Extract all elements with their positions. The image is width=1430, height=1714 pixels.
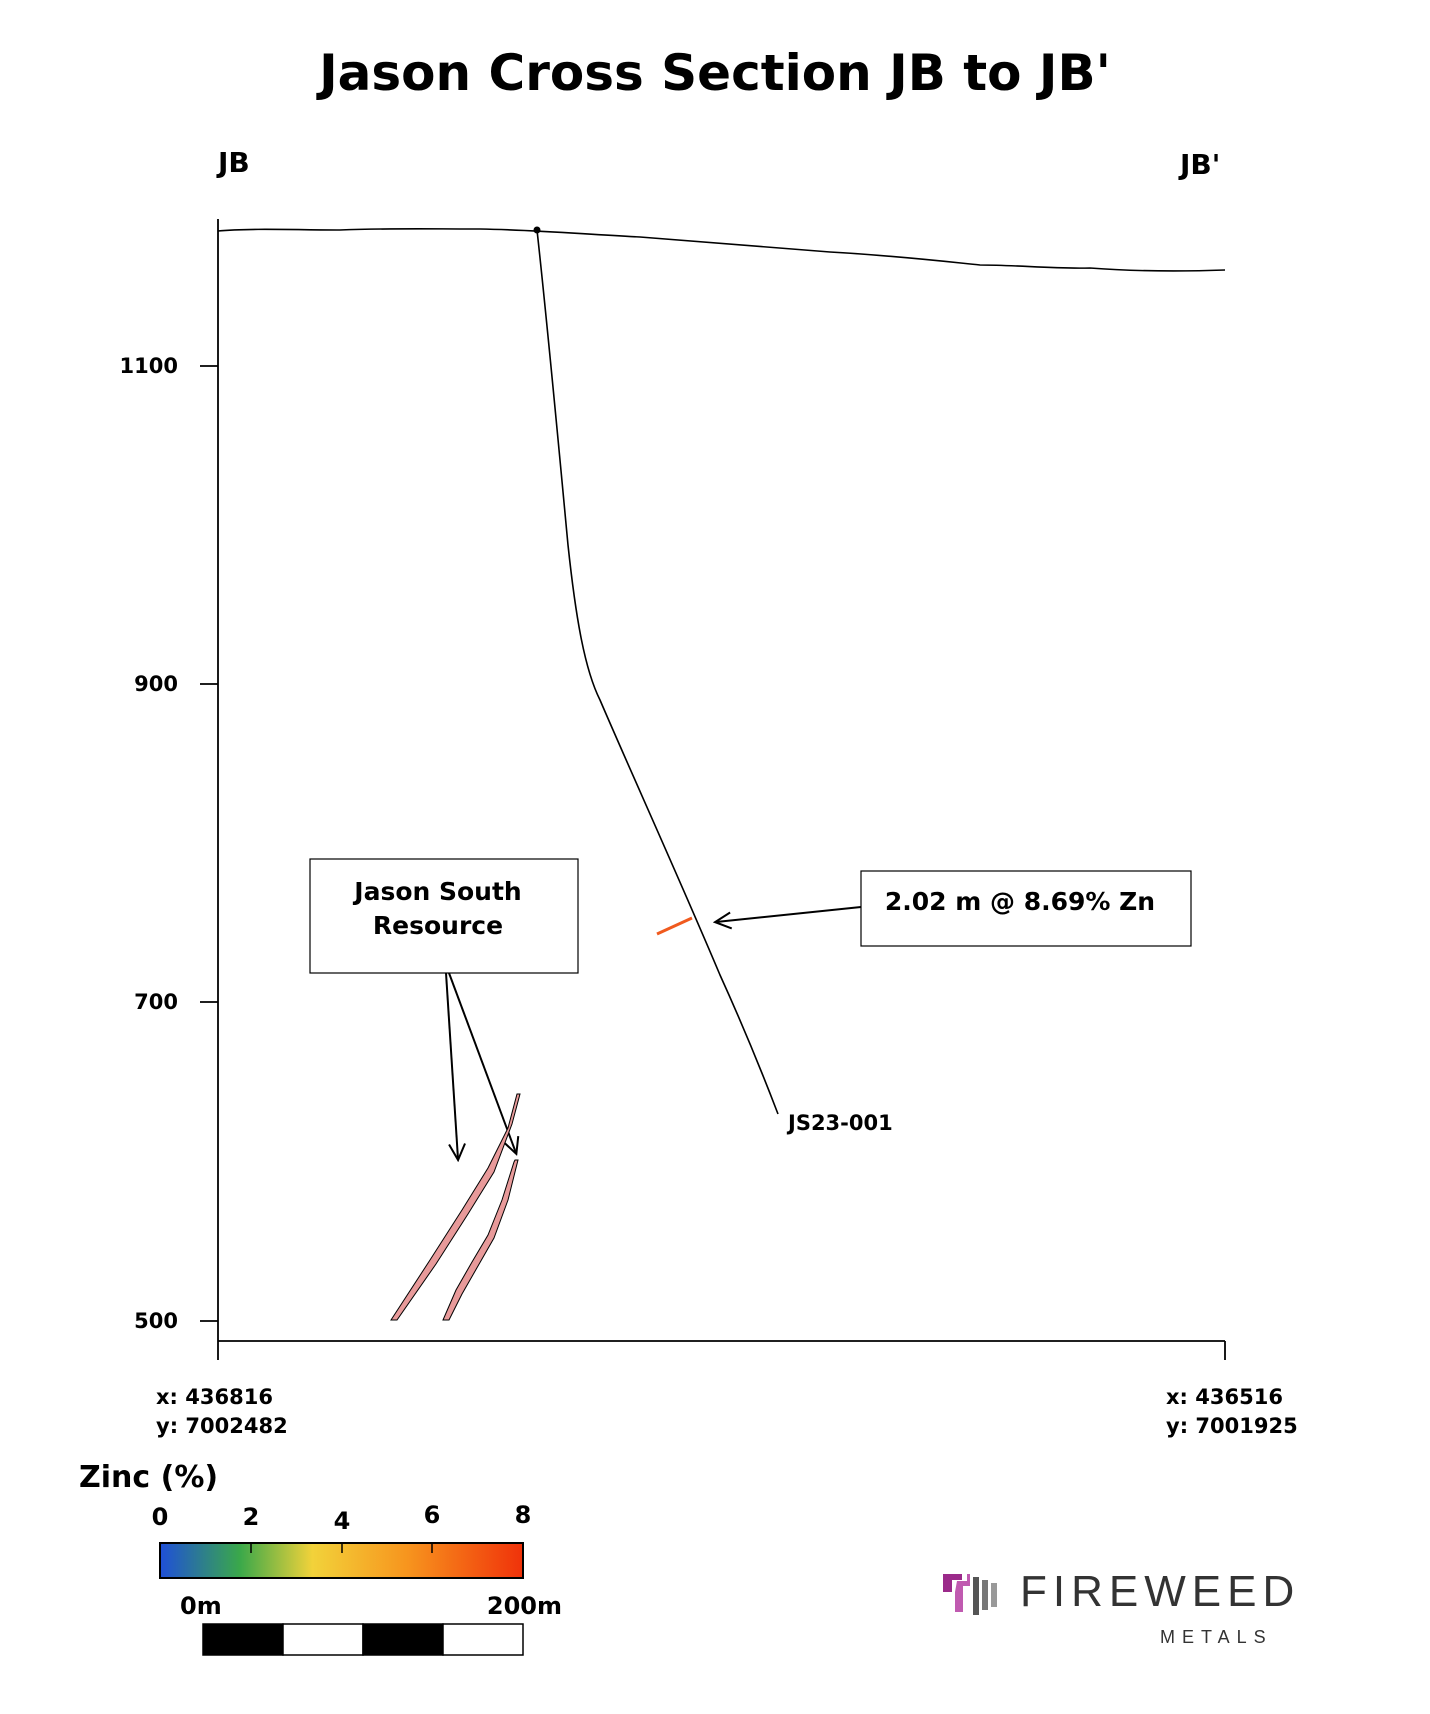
fireweed-logo-mark <box>943 1574 997 1615</box>
section-end-label: JB' <box>1178 148 1220 181</box>
section-start-label: JB <box>216 146 250 179</box>
resource-lens-2 <box>442 1159 519 1321</box>
scale-bar <box>202 1623 524 1656</box>
elevation-ticks: 1100 900 700 500 <box>120 354 218 1333</box>
elevation-label-500: 500 <box>134 1309 178 1333</box>
resource-callout-box <box>309 858 579 974</box>
elevation-label-900: 900 <box>134 672 178 696</box>
zinc-tick-6: 6 <box>424 1501 441 1529</box>
logo-name: FIREWEED <box>1020 1567 1300 1616</box>
zinc-tick-4: 4 <box>334 1507 351 1535</box>
elevation-label-700: 700 <box>134 990 178 1014</box>
intercept-callout-text: 2.02 m @ 8.69% Zn <box>885 887 1155 916</box>
intercept-callout-arrow <box>716 906 862 922</box>
zinc-legend-title: Zinc (%) <box>79 1460 218 1495</box>
drillhole-label: JS23-001 <box>786 1111 893 1135</box>
intercept-callout-box <box>860 870 1192 947</box>
start-coord-x: x: 436816 <box>156 1385 273 1409</box>
resource-arrow-1 <box>445 972 458 1159</box>
end-coord-y: y: 7001925 <box>1166 1414 1298 1438</box>
resource-lens-1 <box>390 1093 521 1321</box>
scale-bar-start-label: 0m <box>180 1592 222 1620</box>
logo-subtitle: METALS <box>1160 1627 1273 1647</box>
topography-line <box>217 227 1226 272</box>
resource-callout-line1: Jason South <box>352 877 521 906</box>
figure-title: Jason Cross Section JB to JB' <box>316 44 1111 102</box>
start-coord-y: y: 7002482 <box>156 1414 288 1438</box>
zinc-tick-8: 8 <box>515 1501 532 1529</box>
zinc-legend-ticks: 0 2 4 6 8 <box>152 1501 532 1535</box>
zinc-tick-2: 2 <box>243 1503 260 1531</box>
zinc-intercept <box>656 916 693 936</box>
resource-arrow-2 <box>448 972 516 1153</box>
elevation-label-1100: 1100 <box>120 354 178 378</box>
end-coord-x: x: 436516 <box>1166 1385 1283 1409</box>
scale-bar-end-label: 200m <box>487 1592 562 1620</box>
zinc-ramp-ticks <box>250 1543 433 1553</box>
drillhole-trace <box>536 229 779 1115</box>
resource-callout-line2: Resource <box>373 911 503 940</box>
zinc-tick-0: 0 <box>152 1503 169 1531</box>
